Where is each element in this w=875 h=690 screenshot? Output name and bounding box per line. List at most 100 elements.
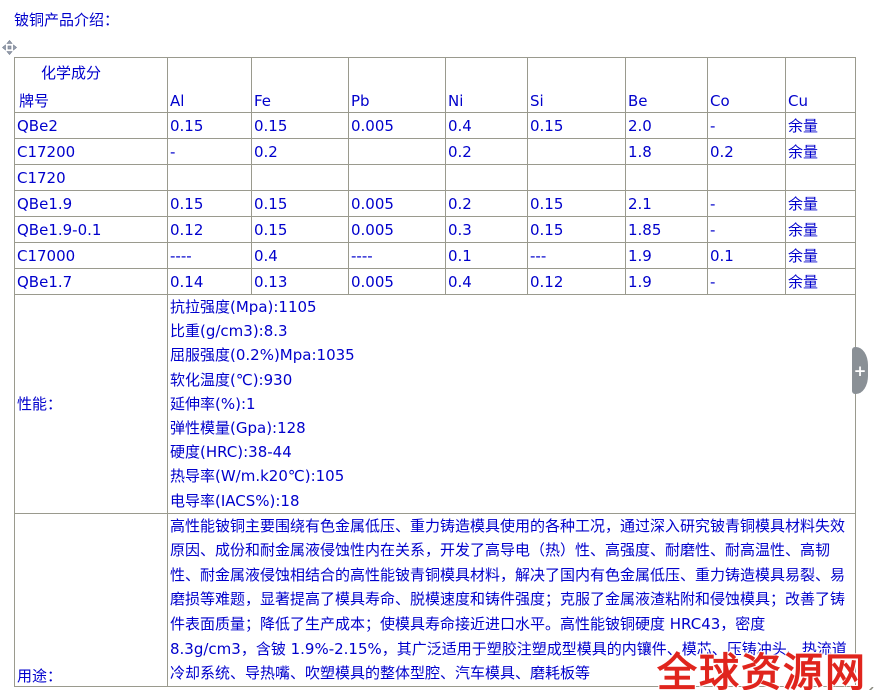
table-row: QBe1.9-0.1 0.12 0.15 0.005 0.3 0.15 1.85- 余量 xyxy=(14,216,856,243)
value-cell: 0.15 xyxy=(527,190,626,217)
value-cell: 0.1 xyxy=(707,242,786,269)
brand-cell: C17000 xyxy=(14,242,168,269)
table-row: QBe1.7 0.14 0.13 0.005 0.4 0.12 1.9- 余量 xyxy=(14,268,856,295)
value-cell: - xyxy=(707,112,786,139)
move-handle-icon[interactable] xyxy=(2,40,17,55)
value-cell xyxy=(348,164,446,191)
value-cell: --- xyxy=(527,242,626,269)
value-cell xyxy=(251,164,349,191)
value-cell: - xyxy=(167,138,252,165)
value-cell xyxy=(445,164,528,191)
resize-grip-icon[interactable] xyxy=(860,681,874,690)
column-header-cu: Cu xyxy=(785,57,856,113)
value-cell: 0.15 xyxy=(527,112,626,139)
expand-panel-button[interactable]: + xyxy=(852,347,868,394)
header-chemical-composition: 化学成分 xyxy=(41,64,102,82)
value-cell: - xyxy=(707,216,786,243)
value-cell: 0.15 xyxy=(527,216,626,243)
value-cell xyxy=(527,138,626,165)
value-cell xyxy=(527,164,626,191)
page-title: 铍铜产品介绍： xyxy=(14,11,120,29)
value-cell: 余量 xyxy=(785,268,856,295)
table-row: C17200-0.2 0.2 1.8 0.2 余量 xyxy=(14,138,856,165)
column-header-pb: Pb xyxy=(348,57,446,113)
column-header-co: Co xyxy=(707,57,786,113)
value-cell: 2.0 xyxy=(625,112,708,139)
value-cell xyxy=(707,164,786,191)
usage-label: 用途： xyxy=(14,512,168,687)
value-cell: 0.12 xyxy=(167,216,252,243)
performance-line: 硬度(HRC):38-44 xyxy=(170,443,292,462)
value-cell: 0.15 xyxy=(167,112,252,139)
brand-cell: C1720 xyxy=(14,164,168,191)
brand-cell: QBe2 xyxy=(14,112,168,139)
brand-cell: C17200 xyxy=(14,138,168,165)
value-cell: 1.9 xyxy=(625,242,708,269)
performance-line: 软化温度(℃):930 xyxy=(170,370,293,389)
composition-rows: QBe2 0.15 0.15 0.005 0.4 0.15 2.0- 余量 C17200-0.2… xyxy=(14,112,856,295)
column-header-be: Be xyxy=(625,57,708,113)
performance-line: 热导率(W/m.k20℃):105 xyxy=(170,467,345,486)
performance-lines: 抗拉强度(Mpa):1105 比重(g/cm3):8.3 屈服强度(0.2%)Mpa… xyxy=(170,295,853,512)
value-cell: 0.15 xyxy=(251,190,349,217)
value-cell: 0.2 xyxy=(445,138,528,165)
value-cell xyxy=(348,138,446,165)
value-cell xyxy=(167,164,252,191)
value-cell: 0.2 xyxy=(445,190,528,217)
value-cell xyxy=(785,164,856,191)
value-cell: 0.15 xyxy=(251,112,349,139)
brand-cell: QBe1.7 xyxy=(14,268,168,295)
performance-values: 抗拉强度(Mpa):1105 比重(g/cm3):8.3 屈服强度(0.2%)Mpa… xyxy=(167,294,856,514)
value-cell: 1.85 xyxy=(625,216,708,243)
value-cell: 余量 xyxy=(785,216,856,243)
value-cell: ---- xyxy=(167,242,252,269)
value-cell: 1.9 xyxy=(625,268,708,295)
value-cell: - xyxy=(707,268,786,295)
usage-text: 高性能铍铜主要围绕有色金属低压、重力铸造模具使用的各种工况，通过深入研究铍青铜模… xyxy=(167,512,856,687)
value-cell: 0.12 xyxy=(527,268,626,295)
value-cell: 1.8 xyxy=(625,138,708,165)
performance-line: 比重(g/cm3):8.3 xyxy=(170,322,288,341)
performance-line: 电导率(IACS%):18 xyxy=(170,491,300,510)
value-cell: - xyxy=(707,190,786,217)
value-cell: 余量 xyxy=(785,190,856,217)
header-row: 化学成分 牌号 Al Fe Pb Ni Si Be Co Cu xyxy=(14,57,856,113)
performance-row: 性能： 抗拉强度(Mpa):1105 比重(g/cm3):8.3 屈服强度(0.2%… xyxy=(14,294,856,514)
value-cell: 0.005 xyxy=(348,268,446,295)
brand-cell: QBe1.9-0.1 xyxy=(14,216,168,243)
value-cell: 0.4 xyxy=(445,268,528,295)
value-cell: 0.2 xyxy=(251,138,349,165)
header-corner-cell: 化学成分 牌号 xyxy=(14,57,168,113)
column-header-fe: Fe xyxy=(251,57,349,113)
table-row: C1720 xyxy=(14,164,856,191)
header-brand: 牌号 xyxy=(19,92,50,110)
value-cell: 0.4 xyxy=(251,242,349,269)
value-cell: 0.2 xyxy=(707,138,786,165)
value-cell: 余量 xyxy=(785,112,856,139)
value-cell: 0.005 xyxy=(348,216,446,243)
column-header-ni: Ni xyxy=(445,57,528,113)
value-cell xyxy=(625,164,708,191)
brand-cell: QBe1.9 xyxy=(14,190,168,217)
value-cell: ---- xyxy=(348,242,446,269)
watermark: 全球资源网 xyxy=(657,650,867,690)
performance-line: 延伸率(%):1 xyxy=(170,394,256,413)
value-cell: 余量 xyxy=(785,138,856,165)
performance-line: 抗拉强度(Mpa):1105 xyxy=(170,298,317,316)
performance-label: 性能： xyxy=(14,294,168,514)
value-cell: 0.14 xyxy=(167,268,252,295)
value-cell: 0.1 xyxy=(445,242,528,269)
column-header-si: Si xyxy=(527,57,626,113)
value-cell: 0.15 xyxy=(251,216,349,243)
value-cell: 0.005 xyxy=(348,112,446,139)
performance-line: 屈服强度(0.2%)Mpa:1035 xyxy=(170,346,355,365)
product-table: 化学成分 牌号 Al Fe Pb Ni Si Be Co Cu QBe2 0.15 0.15 0.0… xyxy=(14,57,856,687)
plus-icon: + xyxy=(853,361,867,380)
table-row: C17000 ---- 0.4 ---- 0.1 --- 1.9 0.1 余量 xyxy=(14,242,856,269)
value-cell: 2.1 xyxy=(625,190,708,217)
value-cell: 0.4 xyxy=(445,112,528,139)
table-row: QBe2 0.15 0.15 0.005 0.4 0.15 2.0- 余量 xyxy=(14,112,856,139)
value-cell: 0.13 xyxy=(251,268,349,295)
value-cell: 余量 xyxy=(785,242,856,269)
